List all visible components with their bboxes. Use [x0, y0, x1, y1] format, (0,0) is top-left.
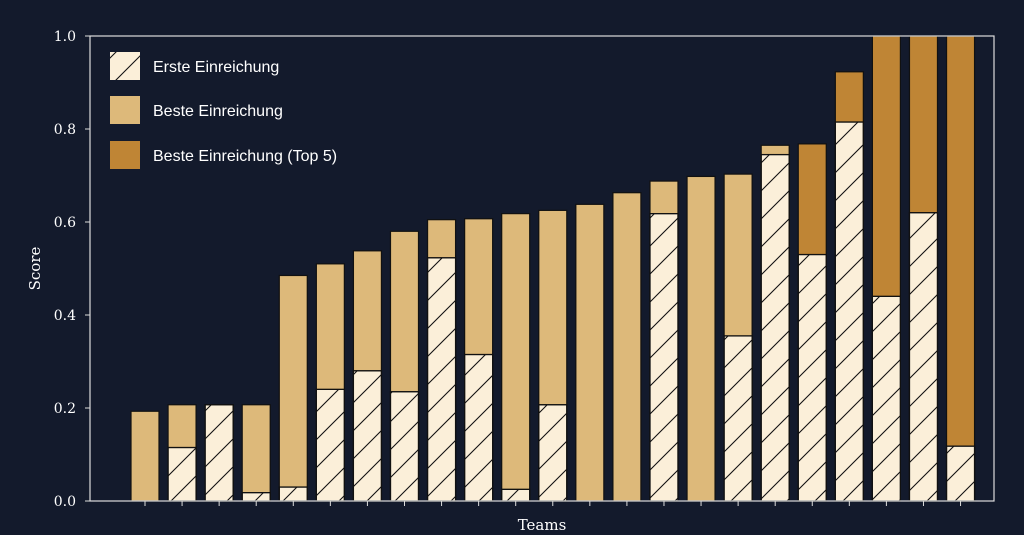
x-axis-label: Teams [518, 516, 567, 534]
bar-first-hatch [501, 488, 531, 502]
bar-first-hatch [352, 370, 383, 502]
legend-label-first: Erste Einreichung [153, 59, 279, 76]
bar-first-hatch [204, 404, 234, 502]
y-tick-label: 0.4 [54, 308, 76, 324]
y-tick-label: 0.8 [54, 122, 76, 138]
legend-label-top5: Beste Einreichung (Top 5) [153, 148, 337, 165]
legend: Erste Einreichung Beste Einreichung Best… [110, 52, 337, 169]
bar-first-hatch [241, 492, 271, 502]
bar-first-hatch [538, 404, 568, 502]
bar-first-hatch [834, 121, 864, 502]
bar-first-hatch [649, 213, 679, 502]
bar-first-hatch [945, 445, 976, 502]
bars-layer [130, 35, 976, 502]
axes-layer [89, 35, 995, 502]
bar-best [278, 274, 308, 502]
bar-best [686, 175, 716, 502]
bar-first-hatch [723, 335, 753, 502]
y-tick-label: 0.6 [54, 215, 76, 231]
legend-swatch-top5 [110, 141, 140, 169]
bar-first-hatch [315, 388, 345, 502]
legend-label-best: Beste Einreichung [153, 103, 283, 120]
legend-swatch-best [110, 96, 140, 124]
bar-best [241, 404, 271, 502]
bar-first-hatch [278, 486, 308, 502]
y-tick-label: 0.2 [54, 401, 76, 417]
bar-best [612, 192, 642, 502]
legend-swatch-first-hatch [110, 52, 140, 80]
bar-first-hatch [797, 253, 827, 502]
bar-first-hatch [908, 212, 939, 502]
y-tick-label: 0.0 [54, 494, 76, 510]
bar-first-hatch [389, 391, 420, 502]
bar-best [130, 410, 160, 502]
y-tick-label: 1.0 [54, 29, 76, 45]
bar-best-top5 [945, 35, 976, 502]
bar-first-hatch [167, 446, 197, 502]
bar-first-hatch [871, 295, 902, 502]
y-ticks: 0.0 0.2 0.4 0.6 0.8 1.0 [54, 29, 90, 510]
y-axis-label: Score [26, 247, 44, 291]
bar-best [575, 203, 605, 502]
bar-first-hatch [760, 153, 790, 502]
axes-frame [89, 35, 995, 502]
bar-first-hatch [426, 257, 457, 502]
x-ticks [144, 501, 962, 506]
bar-first-hatch [464, 353, 494, 502]
bar-best [501, 213, 531, 502]
